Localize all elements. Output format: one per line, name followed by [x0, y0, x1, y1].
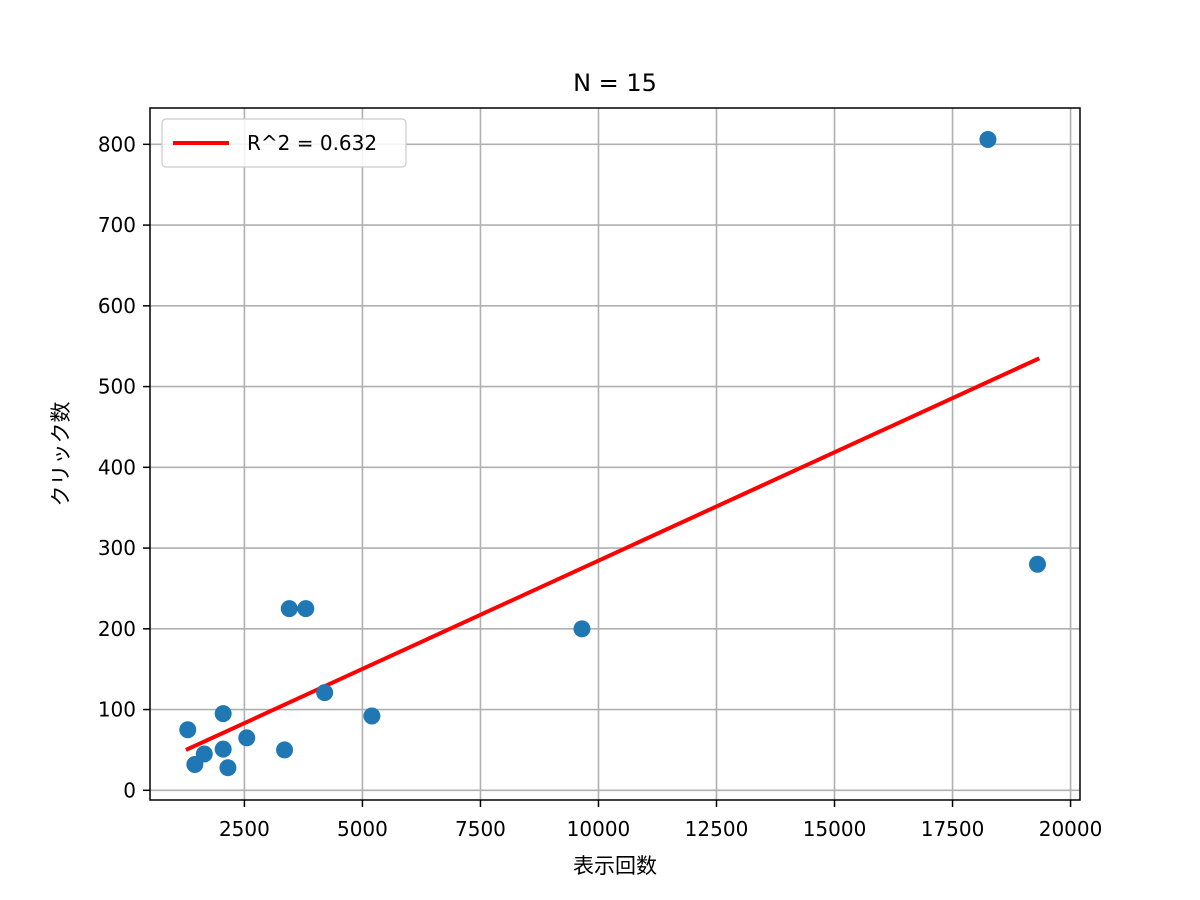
y-tick-label: 200 [98, 617, 136, 641]
x-tick-label: 12500 [685, 817, 749, 841]
scatter-point [179, 721, 197, 739]
y-tick-label: 800 [98, 132, 136, 156]
y-tick-label: 0 [123, 778, 136, 802]
scatter-point [195, 745, 213, 763]
scatter-point [214, 740, 232, 758]
y-tick-label: 400 [98, 455, 136, 479]
x-tick-label: 20000 [1039, 817, 1103, 841]
x-tick-label: 2500 [219, 817, 270, 841]
scatter-point [573, 620, 591, 638]
x-tick-label: 17500 [921, 817, 985, 841]
scatter-point [316, 684, 334, 702]
y-tick-label: 100 [98, 698, 136, 722]
x-axis-ticks: 2500 5000 7500 10000 12500 15000 17500 20000 [219, 800, 1102, 841]
scatter-point [1029, 555, 1047, 573]
grid [150, 108, 1080, 800]
scatter-point [238, 729, 256, 747]
chart-title: N = 15 [573, 69, 657, 97]
scatter-point [297, 600, 315, 618]
y-tick-label: 300 [98, 536, 136, 560]
scatter-point [214, 705, 232, 723]
x-axis-label: 表示回数 [573, 854, 657, 878]
fit-line-layer [185, 356, 1041, 752]
scatter-point [219, 759, 237, 777]
y-tick-label: 600 [98, 294, 136, 318]
x-tick-label: 10000 [567, 817, 631, 841]
legend-entry-fit: R^2 = 0.632 [247, 131, 377, 155]
scatter-point [276, 741, 294, 759]
y-axis-label: クリック数 [49, 402, 73, 507]
x-tick-label: 7500 [455, 817, 506, 841]
y-axis-ticks: 0 100 200 300 400 500 600 700 800 [98, 132, 150, 802]
x-tick-label: 5000 [337, 817, 388, 841]
x-tick-label: 15000 [803, 817, 867, 841]
legend: R^2 = 0.632 [161, 118, 407, 168]
plot-frame [149, 107, 1081, 801]
scatter-point [280, 600, 298, 618]
legend-box [161, 118, 407, 168]
points-layer [179, 130, 1047, 777]
y-tick-label: 500 [98, 375, 136, 399]
scatter-point [979, 130, 997, 148]
fit-line [185, 356, 1041, 752]
scatter-point [363, 707, 381, 725]
y-tick-label: 700 [98, 213, 136, 237]
